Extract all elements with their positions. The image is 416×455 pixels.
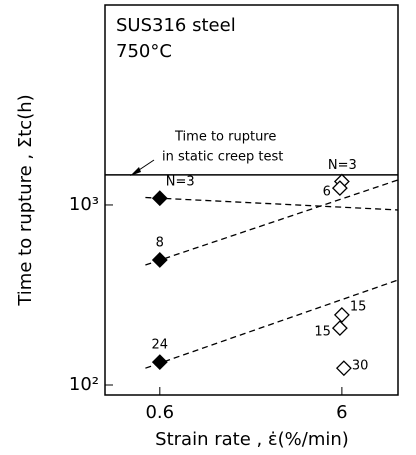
point-label: N=3	[166, 175, 195, 190]
point-label: N=3	[328, 158, 357, 173]
point-label: 15	[350, 299, 367, 314]
temperature-label: 750°C	[116, 41, 172, 62]
point-label: 24	[152, 338, 169, 353]
data-point	[151, 190, 168, 207]
data-point	[151, 252, 168, 268]
data-point	[331, 180, 348, 197]
fit-line	[145, 179, 399, 266]
x-tick-label: 0.6	[145, 402, 174, 423]
x-tick-label: 6	[336, 402, 347, 423]
arrow-head	[130, 167, 141, 176]
annotation: in static creep test	[162, 150, 283, 165]
point-label: 8	[156, 235, 164, 250]
annotation: Time to rupture	[174, 130, 276, 145]
point-label: 30	[352, 359, 369, 374]
data-point	[333, 307, 350, 323]
data-point	[151, 354, 168, 371]
point-label: 6	[323, 185, 331, 200]
x-axis-label: Strain rate , ε̇(%/min)	[155, 429, 349, 450]
y-tick-label: 10²	[69, 374, 99, 395]
plot-frame	[104, 4, 399, 396]
point-label: 15	[314, 325, 331, 340]
data-point	[335, 360, 352, 377]
material-label: SUS316 steel	[116, 15, 236, 36]
y-tick-label: 10³	[69, 194, 99, 215]
data-point	[331, 320, 348, 337]
y-axis-label: Time to rupture , Σtc(h)	[15, 94, 36, 306]
fit-line	[145, 279, 399, 369]
fit-line	[145, 196, 399, 211]
